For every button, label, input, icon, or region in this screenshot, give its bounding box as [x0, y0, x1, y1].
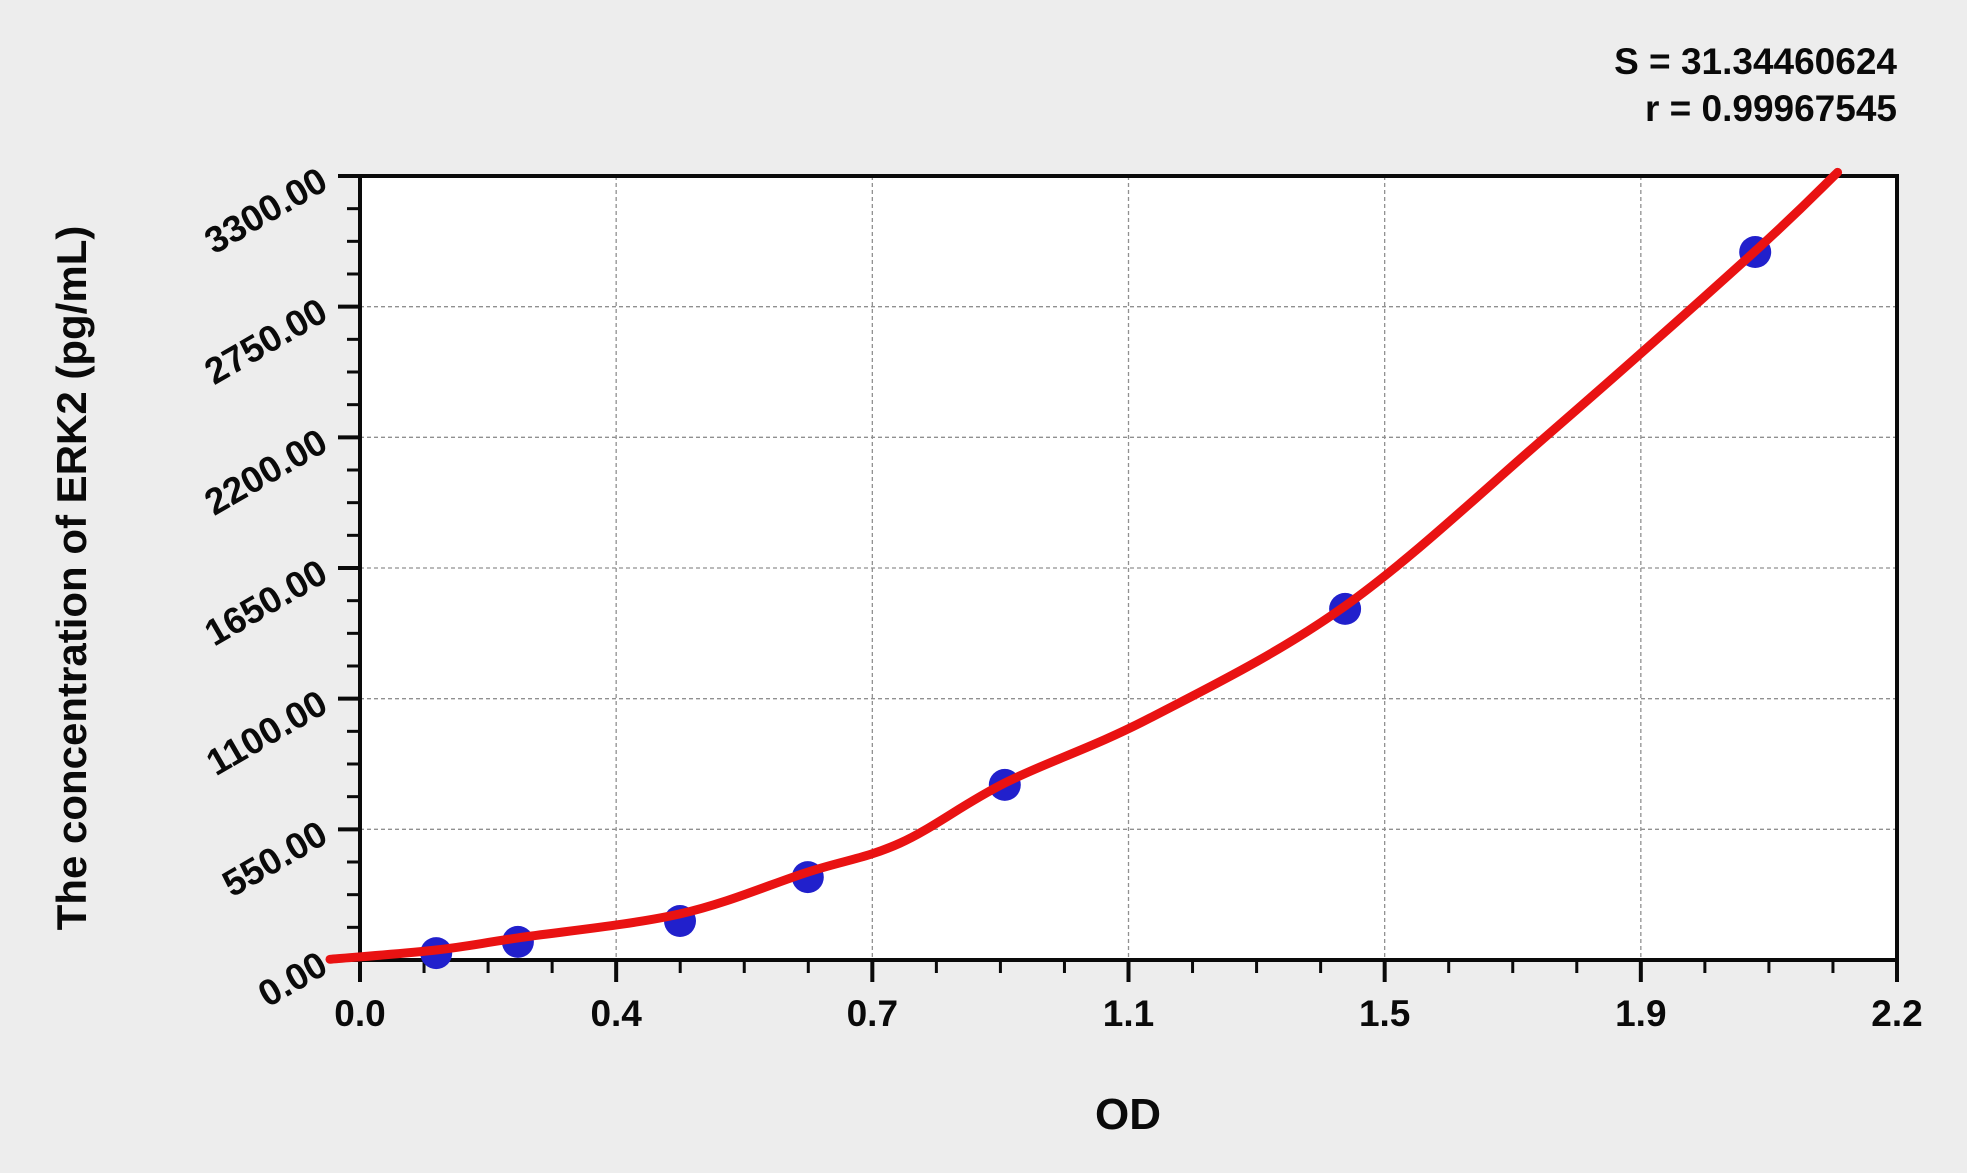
fit-curve-path [325, 167, 1843, 964]
x-axis-title: OD [1095, 1090, 1161, 1139]
y-tick-label: 0.00 [251, 943, 334, 1015]
fit-statistics: S = 31.34460624 r = 0.99967545 [1297, 38, 1897, 132]
y-tick-label: 550.00 [215, 813, 334, 905]
fit-curve [325, 167, 1843, 964]
y-tick-label: 1650.00 [198, 551, 334, 653]
axis-ticks [338, 174, 1899, 982]
x-tick-label: 0.4 [590, 993, 642, 1034]
x-tick-label: 0.0 [334, 993, 385, 1034]
y-tick-label: 3300.00 [198, 159, 334, 261]
x-tick-label: 2.2 [1871, 993, 1922, 1034]
y-tick-label: 1100.00 [199, 682, 334, 783]
y-tick-label: 2200.00 [198, 421, 334, 523]
x-tick-label: 1.9 [1615, 993, 1666, 1034]
x-tick-label: 0.7 [847, 993, 898, 1034]
y-tick-label: 2750.00 [198, 290, 334, 392]
gridlines [360, 176, 1897, 960]
y-tick-labels: 0.00 550.00 1100.00 1650.00 2200.00 2750.00 33… [198, 159, 334, 1015]
stat-r-value: r = 0.99967545 [1644, 88, 1897, 129]
stat-s-value: S = 31.34460624 [1614, 41, 1897, 82]
x-tick-label: 1.1 [1103, 993, 1154, 1034]
x-tick-labels: 0.0 0.4 0.7 1.1 1.5 1.9 2.2 [334, 993, 1922, 1034]
x-tick-label: 1.5 [1359, 993, 1410, 1034]
